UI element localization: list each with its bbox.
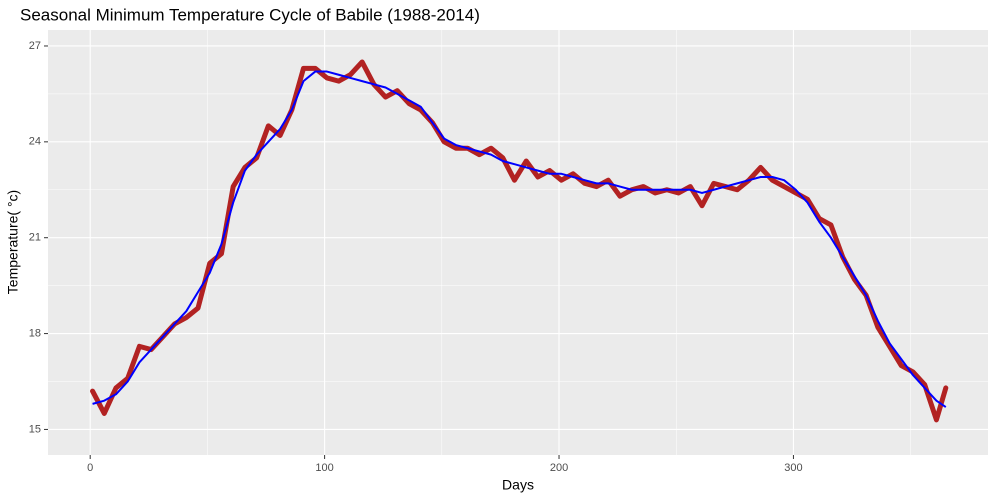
- data-line: [92, 70, 947, 408]
- panel: [48, 30, 988, 455]
- x-tick-label: 300: [784, 462, 802, 474]
- x-tick-label: 100: [315, 462, 333, 474]
- y-tick-label: 21: [29, 232, 41, 244]
- x-tick-label: 200: [550, 462, 568, 474]
- y-tick-label: 27: [29, 40, 41, 52]
- chart-title: Seasonal Minimum Temperature Cycle of Ba…: [20, 5, 480, 24]
- x-axis-title: Days: [502, 477, 534, 493]
- data-line: [90, 59, 949, 423]
- y-tick-label: 15: [29, 423, 41, 435]
- y-axis-title: Temperature( °c): [5, 190, 21, 294]
- y-tick-label: 24: [29, 136, 41, 148]
- x-tick-label: 0: [87, 462, 93, 474]
- y-tick-label: 18: [29, 327, 41, 339]
